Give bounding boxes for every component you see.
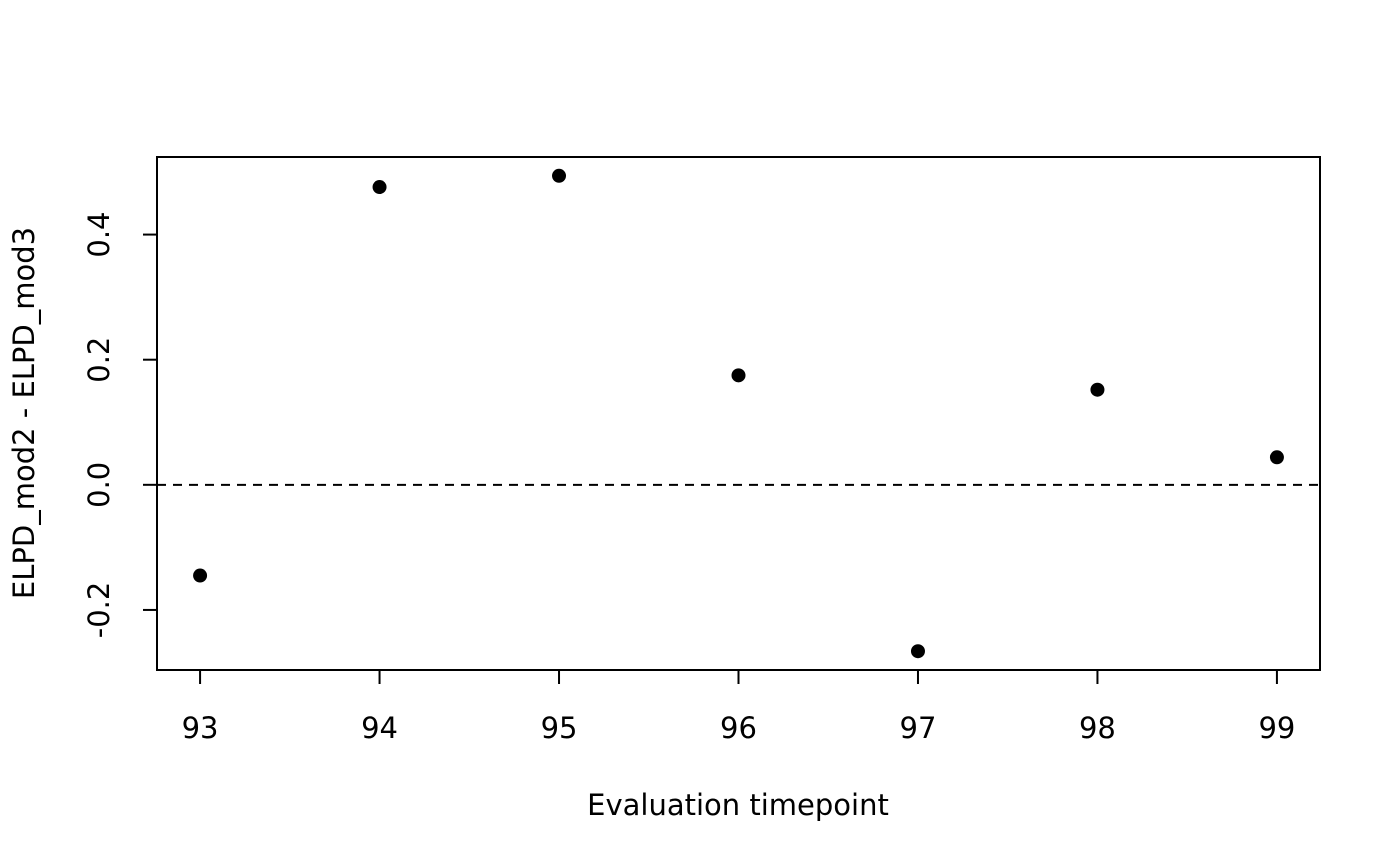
x-tick-label: 93 [182, 711, 219, 745]
x-tick-label: 94 [361, 711, 398, 745]
x-tick-label: 95 [541, 711, 578, 745]
data-point [372, 180, 387, 195]
y-tick-label: 0.4 [82, 212, 116, 258]
data-point [910, 644, 925, 659]
x-tick-label: 97 [900, 711, 937, 745]
y-axis-title: ELPD_mod2 - ELPD_mod3 [7, 227, 41, 599]
y-tick-label: 0.0 [82, 462, 116, 508]
x-axis-title: Evaluation timepoint [587, 788, 889, 822]
plot-frame [156, 156, 1321, 671]
y-tick-label: 0.2 [82, 337, 116, 383]
x-tick-label: 98 [1079, 711, 1116, 745]
x-axis: 93 94 95 96 97 98 99 [182, 669, 1295, 745]
data-point [1269, 450, 1284, 465]
y-tick-label: -0.2 [82, 582, 116, 639]
data-point [731, 368, 746, 383]
data-point [552, 168, 567, 183]
data-point [1090, 382, 1105, 397]
x-tick-label: 96 [720, 711, 757, 745]
data-points [193, 168, 1284, 659]
x-tick-label: 99 [1258, 711, 1295, 745]
data-point [193, 568, 208, 583]
y-axis: -0.2 0.0 0.2 0.4 [82, 212, 158, 639]
